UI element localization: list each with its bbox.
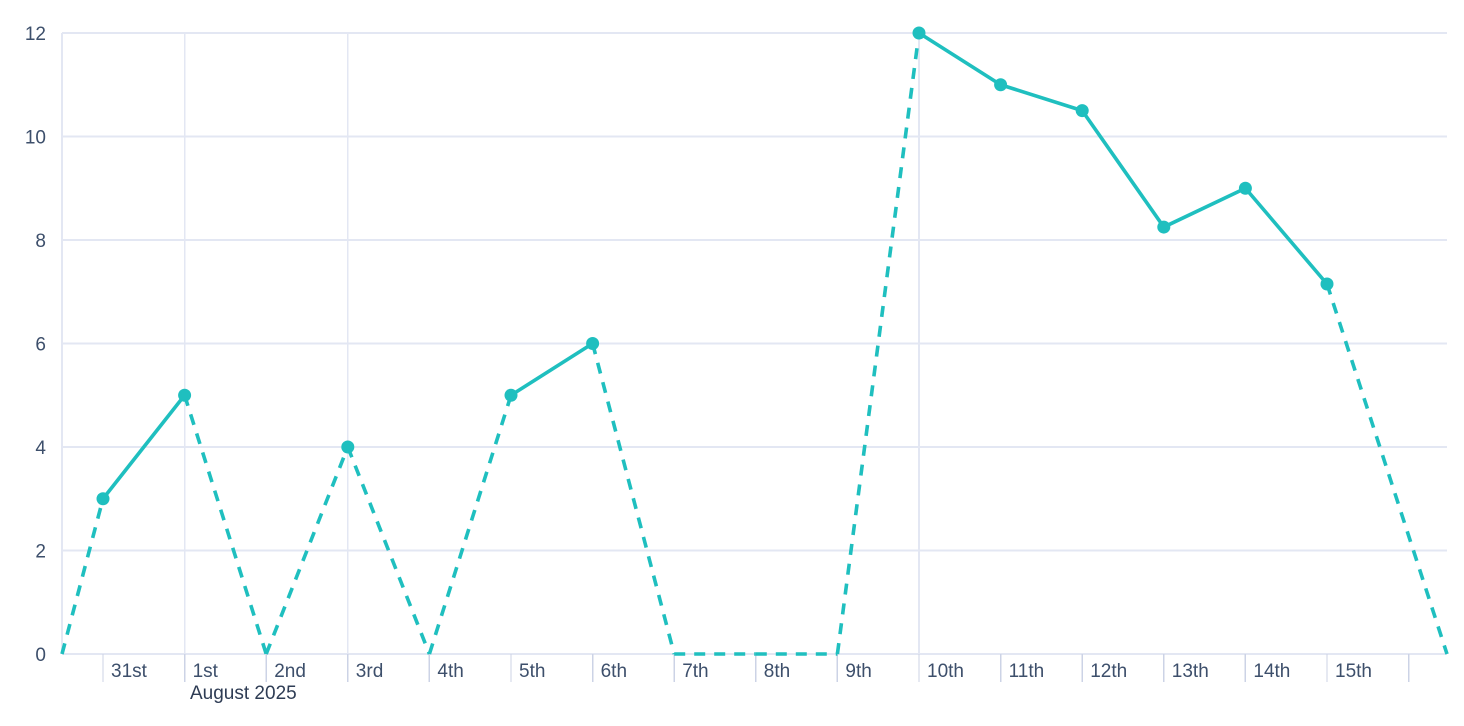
series-segment-solid [917,31,1003,87]
x-axis-tick-label: 2nd [274,661,306,682]
series-segment-dashed [427,394,513,655]
x-axis-tick-labels: 31st 1st 2nd 3rd 4th 5th 6th 7th 8th 9th 10th 11th 1… [111,661,1372,682]
series-line-path[interactable] [60,31,1449,656]
x-axis-tick-label: 9th [845,661,871,682]
x-axis-tick-label: 7th [682,661,708,682]
series-segment-dashed [182,394,268,655]
series-segment-dashed [1325,283,1449,655]
series-segment-dashed [60,498,105,655]
data-point-marker[interactable] [178,388,192,402]
x-axis-tick-label: 8th [764,661,790,682]
x-axis-tick-label: 12th [1090,661,1127,682]
y-axis-tick-labels: 0 2 4 6 8 10 12 [25,24,47,666]
x-axis-tick-label: 6th [601,661,627,682]
series-segment-solid [998,82,1084,113]
series-segment-dashed [590,343,676,655]
data-point-marker[interactable] [1238,181,1252,195]
y-axis-tick-label: 4 [35,438,46,459]
x-axis-tick-label: 4th [437,661,463,682]
y-axis-tick-label: 2 [35,542,46,563]
series-segment-solid [1080,108,1166,229]
series-segment-dashed [264,446,350,655]
y-axis-tick-label: 8 [35,231,46,252]
x-axis-group-label: August 2025 [190,683,297,704]
series-segment-solid [509,341,595,398]
y-axis-tick-label: 0 [35,645,46,666]
x-axis-tick-label: 15th [1335,661,1372,682]
series-data-markers[interactable] [96,26,1334,506]
x-axis-tick-label: 5th [519,661,545,682]
vertical-gridlines [61,33,920,654]
series-segment-solid [1243,186,1329,286]
x-axis-tickmarks [102,654,1410,682]
y-axis-tick-label: 12 [25,24,46,45]
x-axis-tick-label: 3rd [356,661,383,682]
series-segment-solid [101,393,187,501]
horizontal-gridlines [62,32,1447,655]
x-axis-tick-label: 1st [193,661,219,682]
data-point-marker[interactable] [586,337,600,350]
series-segment-solid [1162,186,1248,229]
y-axis-tick-label: 10 [25,128,46,149]
x-axis-tick-label: 11th [1009,661,1045,682]
x-axis-tick-label: 10th [927,661,964,682]
data-point-marker[interactable] [1075,104,1089,118]
data-point-marker[interactable] [341,440,355,454]
series-segment-dashed [346,446,432,655]
data-point-marker[interactable] [504,388,518,402]
x-axis-tick-label: 13th [1172,661,1209,682]
data-point-marker[interactable] [912,26,926,40]
series-segment-dashed [835,32,921,655]
data-point-marker[interactable] [1157,220,1171,234]
data-point-marker[interactable] [96,492,110,506]
x-axis-tick-label: 14th [1253,661,1290,682]
y-axis-tick-label: 6 [35,335,46,356]
data-point-marker[interactable] [994,78,1008,92]
data-point-marker[interactable] [1320,277,1334,291]
x-axis-tick-label: 31st [111,661,148,682]
